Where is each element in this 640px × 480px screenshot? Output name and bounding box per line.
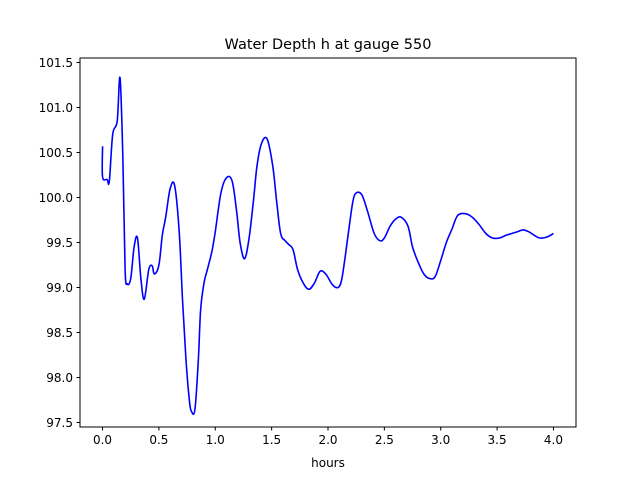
x-tick-label: 0.5 [149, 433, 168, 447]
series-line-0 [101, 76, 554, 416]
y-tick-label: 99.0 [46, 281, 73, 295]
x-tick-label: 0.0 [93, 433, 112, 447]
x-tick-label: 3.0 [431, 433, 450, 447]
y-tick-label: 100.0 [39, 191, 73, 205]
chart-title: Water Depth h at gauge 550 [225, 37, 432, 53]
series-layer [101, 76, 554, 416]
y-tick-label: 98.0 [46, 371, 73, 385]
y-tick-label: 98.5 [46, 326, 73, 340]
x-axis-label: hours [311, 456, 345, 470]
plot-area [79, 57, 577, 428]
y-tick-label: 99.5 [46, 236, 73, 250]
y-tick-label: 97.5 [46, 416, 73, 430]
x-tick-label: 3.5 [488, 433, 507, 447]
y-tick-label: 101.5 [39, 56, 73, 70]
y-tick-label: 100.5 [39, 146, 73, 160]
x-tick-label: 1.0 [206, 433, 225, 447]
x-tick-label: 2.5 [375, 433, 394, 447]
x-axis: 0.0 0.5 1.0 1.5 2.0 2.5 3.0 3.5 4.0 [93, 427, 563, 447]
x-tick-label: 4.0 [544, 433, 563, 447]
x-tick-label: 2.0 [318, 433, 337, 447]
y-tick-label: 101.0 [39, 101, 73, 115]
y-axis: 97.5 98.0 98.5 99.0 99.5 100.0 100.5 101.0 101.5 [39, 56, 80, 430]
x-tick-label: 1.5 [262, 433, 281, 447]
